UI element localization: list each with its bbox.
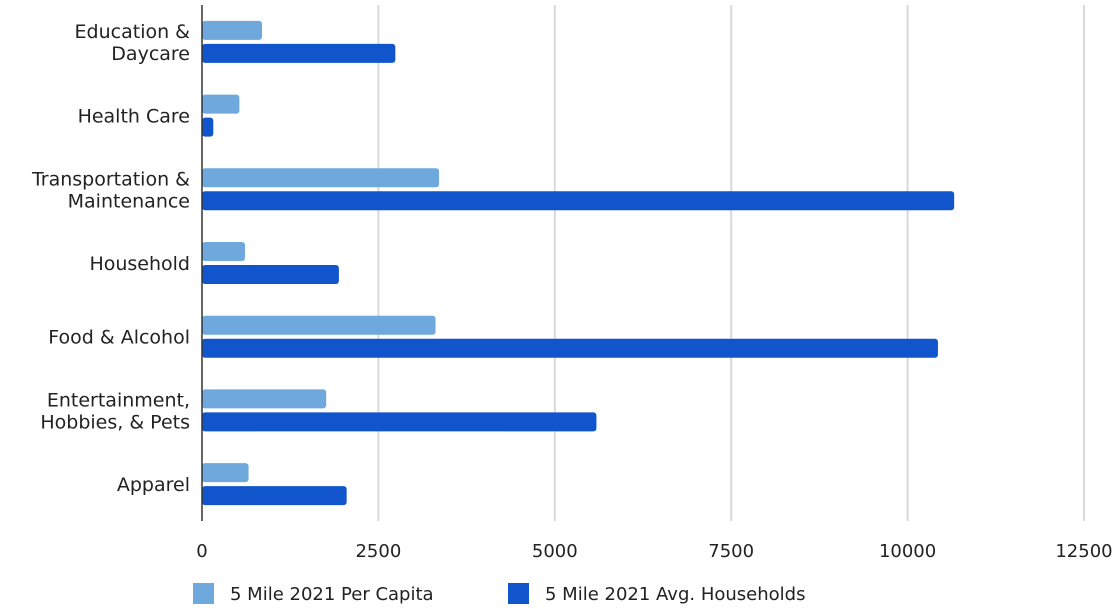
legend-label: 5 Mile 2021 Per Capita <box>230 584 434 605</box>
category-labels: Education &Daycare Health Care Transportat… <box>31 21 190 496</box>
category-label: Entertainment, <box>47 389 190 411</box>
bar-per-capita <box>202 168 440 188</box>
bar-avg-households <box>202 486 347 506</box>
x-tick-label: 7500 <box>708 541 754 562</box>
bar-per-capita <box>202 389 327 409</box>
bars <box>202 20 955 506</box>
category-label: Household <box>89 253 190 275</box>
x-tick-labels: 0 2500 5000 7500 10000 12500 <box>196 541 1112 562</box>
legend-swatch <box>193 583 214 604</box>
x-tick-label: 2500 <box>355 541 401 562</box>
category-label: Apparel <box>117 474 190 496</box>
bar-avg-households <box>202 412 597 432</box>
x-tick-label: 5000 <box>532 541 578 562</box>
bar-avg-households <box>202 43 396 63</box>
legend: 5 Mile 2021 Per Capita 5 Mile 2021 Avg. H… <box>193 583 805 605</box>
bar-per-capita <box>202 20 262 40</box>
category-label: Health Care <box>78 106 190 128</box>
bar-avg-households <box>202 117 214 137</box>
bar-per-capita <box>202 315 436 335</box>
bar-per-capita <box>202 94 240 114</box>
x-tick-label: 12500 <box>1055 541 1112 562</box>
legend-label: 5 Mile 2021 Avg. Households <box>545 584 805 605</box>
bar-per-capita <box>202 242 246 261</box>
bar-avg-households <box>202 191 955 211</box>
bar-per-capita <box>202 463 249 483</box>
x-tick-label: 10000 <box>879 541 936 562</box>
category-label: Food & Alcohol <box>48 327 190 349</box>
bar-avg-households <box>202 338 938 358</box>
gridlines <box>377 5 1085 521</box>
category-label: Maintenance <box>68 190 190 212</box>
x-tick-label: 0 <box>196 541 207 562</box>
legend-swatch <box>508 583 529 604</box>
category-label: Transportation & <box>31 168 190 190</box>
category-label: Daycare <box>111 43 190 65</box>
category-label: Education & <box>75 21 191 43</box>
bar-avg-households <box>202 265 339 284</box>
category-label: Hobbies, & Pets <box>40 411 190 433</box>
